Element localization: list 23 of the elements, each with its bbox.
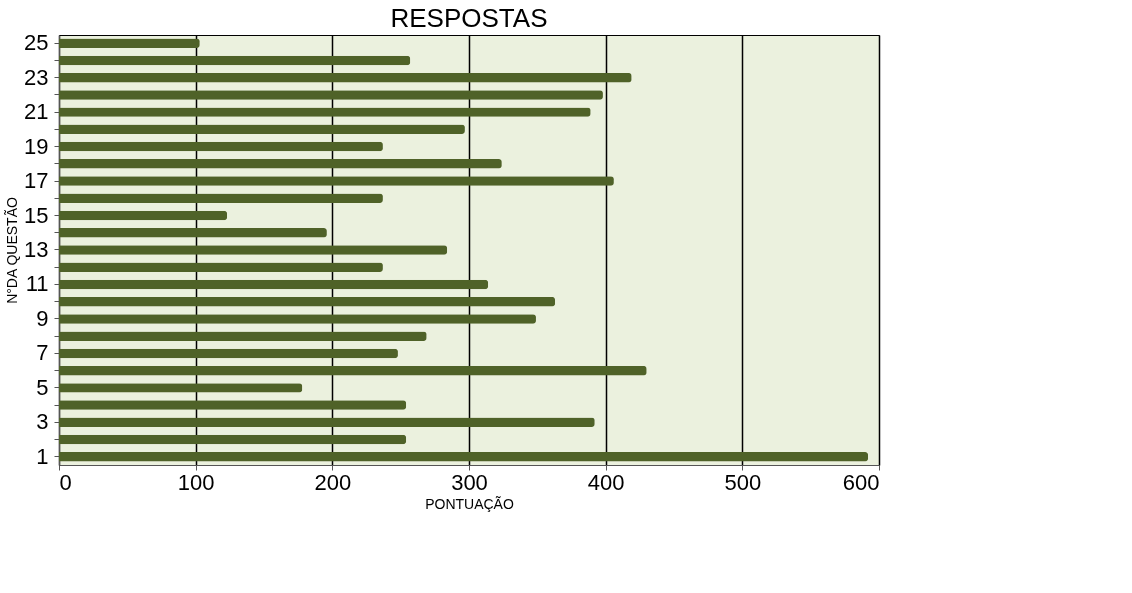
y-axis-title: N°DA QUESTÃO [4, 197, 21, 304]
y-tick-label: 17 [24, 168, 49, 194]
y-tick-label: 25 [24, 30, 49, 56]
y-tick-label: 9 [36, 305, 49, 331]
x-axis-title: PONTUAÇÃO [425, 495, 514, 512]
y-tick-label: 13 [24, 237, 49, 262]
y-tick-label: 23 [24, 64, 49, 90]
x-tick-label: 600 [842, 469, 880, 495]
y-tick-label: 21 [24, 99, 49, 125]
x-tick-label: 100 [177, 469, 215, 495]
x-tick-label: 0 [59, 469, 72, 495]
y-tick-label: 3 [36, 409, 49, 435]
y-tick-label: 19 [24, 133, 49, 159]
chart-title: RESPOSTAS [390, 2, 548, 33]
y-tick-label: 15 [24, 202, 49, 228]
x-tick-label: 300 [451, 469, 488, 495]
y-tick-label: 11 [25, 271, 49, 297]
y-tick-label: 7 [36, 340, 49, 366]
x-tick-label: 200 [314, 469, 352, 495]
y-tick-label: 5 [36, 374, 49, 400]
y-tick-label: 1 [36, 443, 49, 469]
x-tick-label: 400 [587, 469, 625, 495]
x-tick-label: 500 [724, 469, 762, 495]
